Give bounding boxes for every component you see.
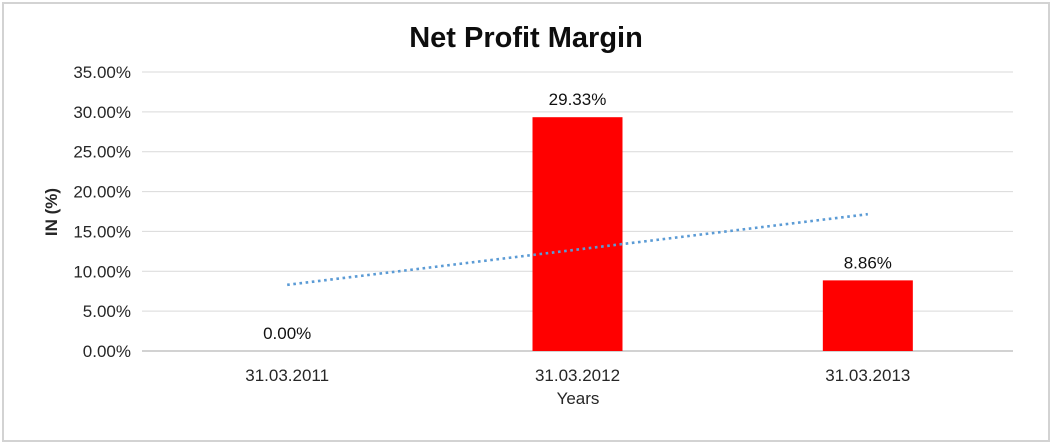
data-label: 8.86% [844,253,892,272]
data-label: 29.33% [549,90,607,109]
y-tick-label: 5.00% [83,302,131,321]
bar-31.03.2013 [822,280,913,351]
x-axis-title: Years [556,389,600,408]
y-tick-label: 20.00% [73,183,131,202]
x-tick-label: 31.03.2013 [825,366,910,385]
y-tick-label: 25.00% [73,143,131,162]
y-tick-label: 30.00% [73,103,131,122]
y-tick-label: 35.00% [73,63,131,82]
data-label: 0.00% [263,324,311,343]
y-tick-label: 0.00% [83,342,131,361]
trendline [287,212,868,287]
bar-31.03.2012 [532,117,623,351]
y-tick-label: 15.00% [73,222,131,241]
x-tick-label: 31.03.2011 [245,366,329,385]
chart-title: Net Profit Margin [409,22,643,54]
x-tick-label: 31.03.2012 [535,366,620,385]
y-tick-label: 10.00% [73,262,131,281]
